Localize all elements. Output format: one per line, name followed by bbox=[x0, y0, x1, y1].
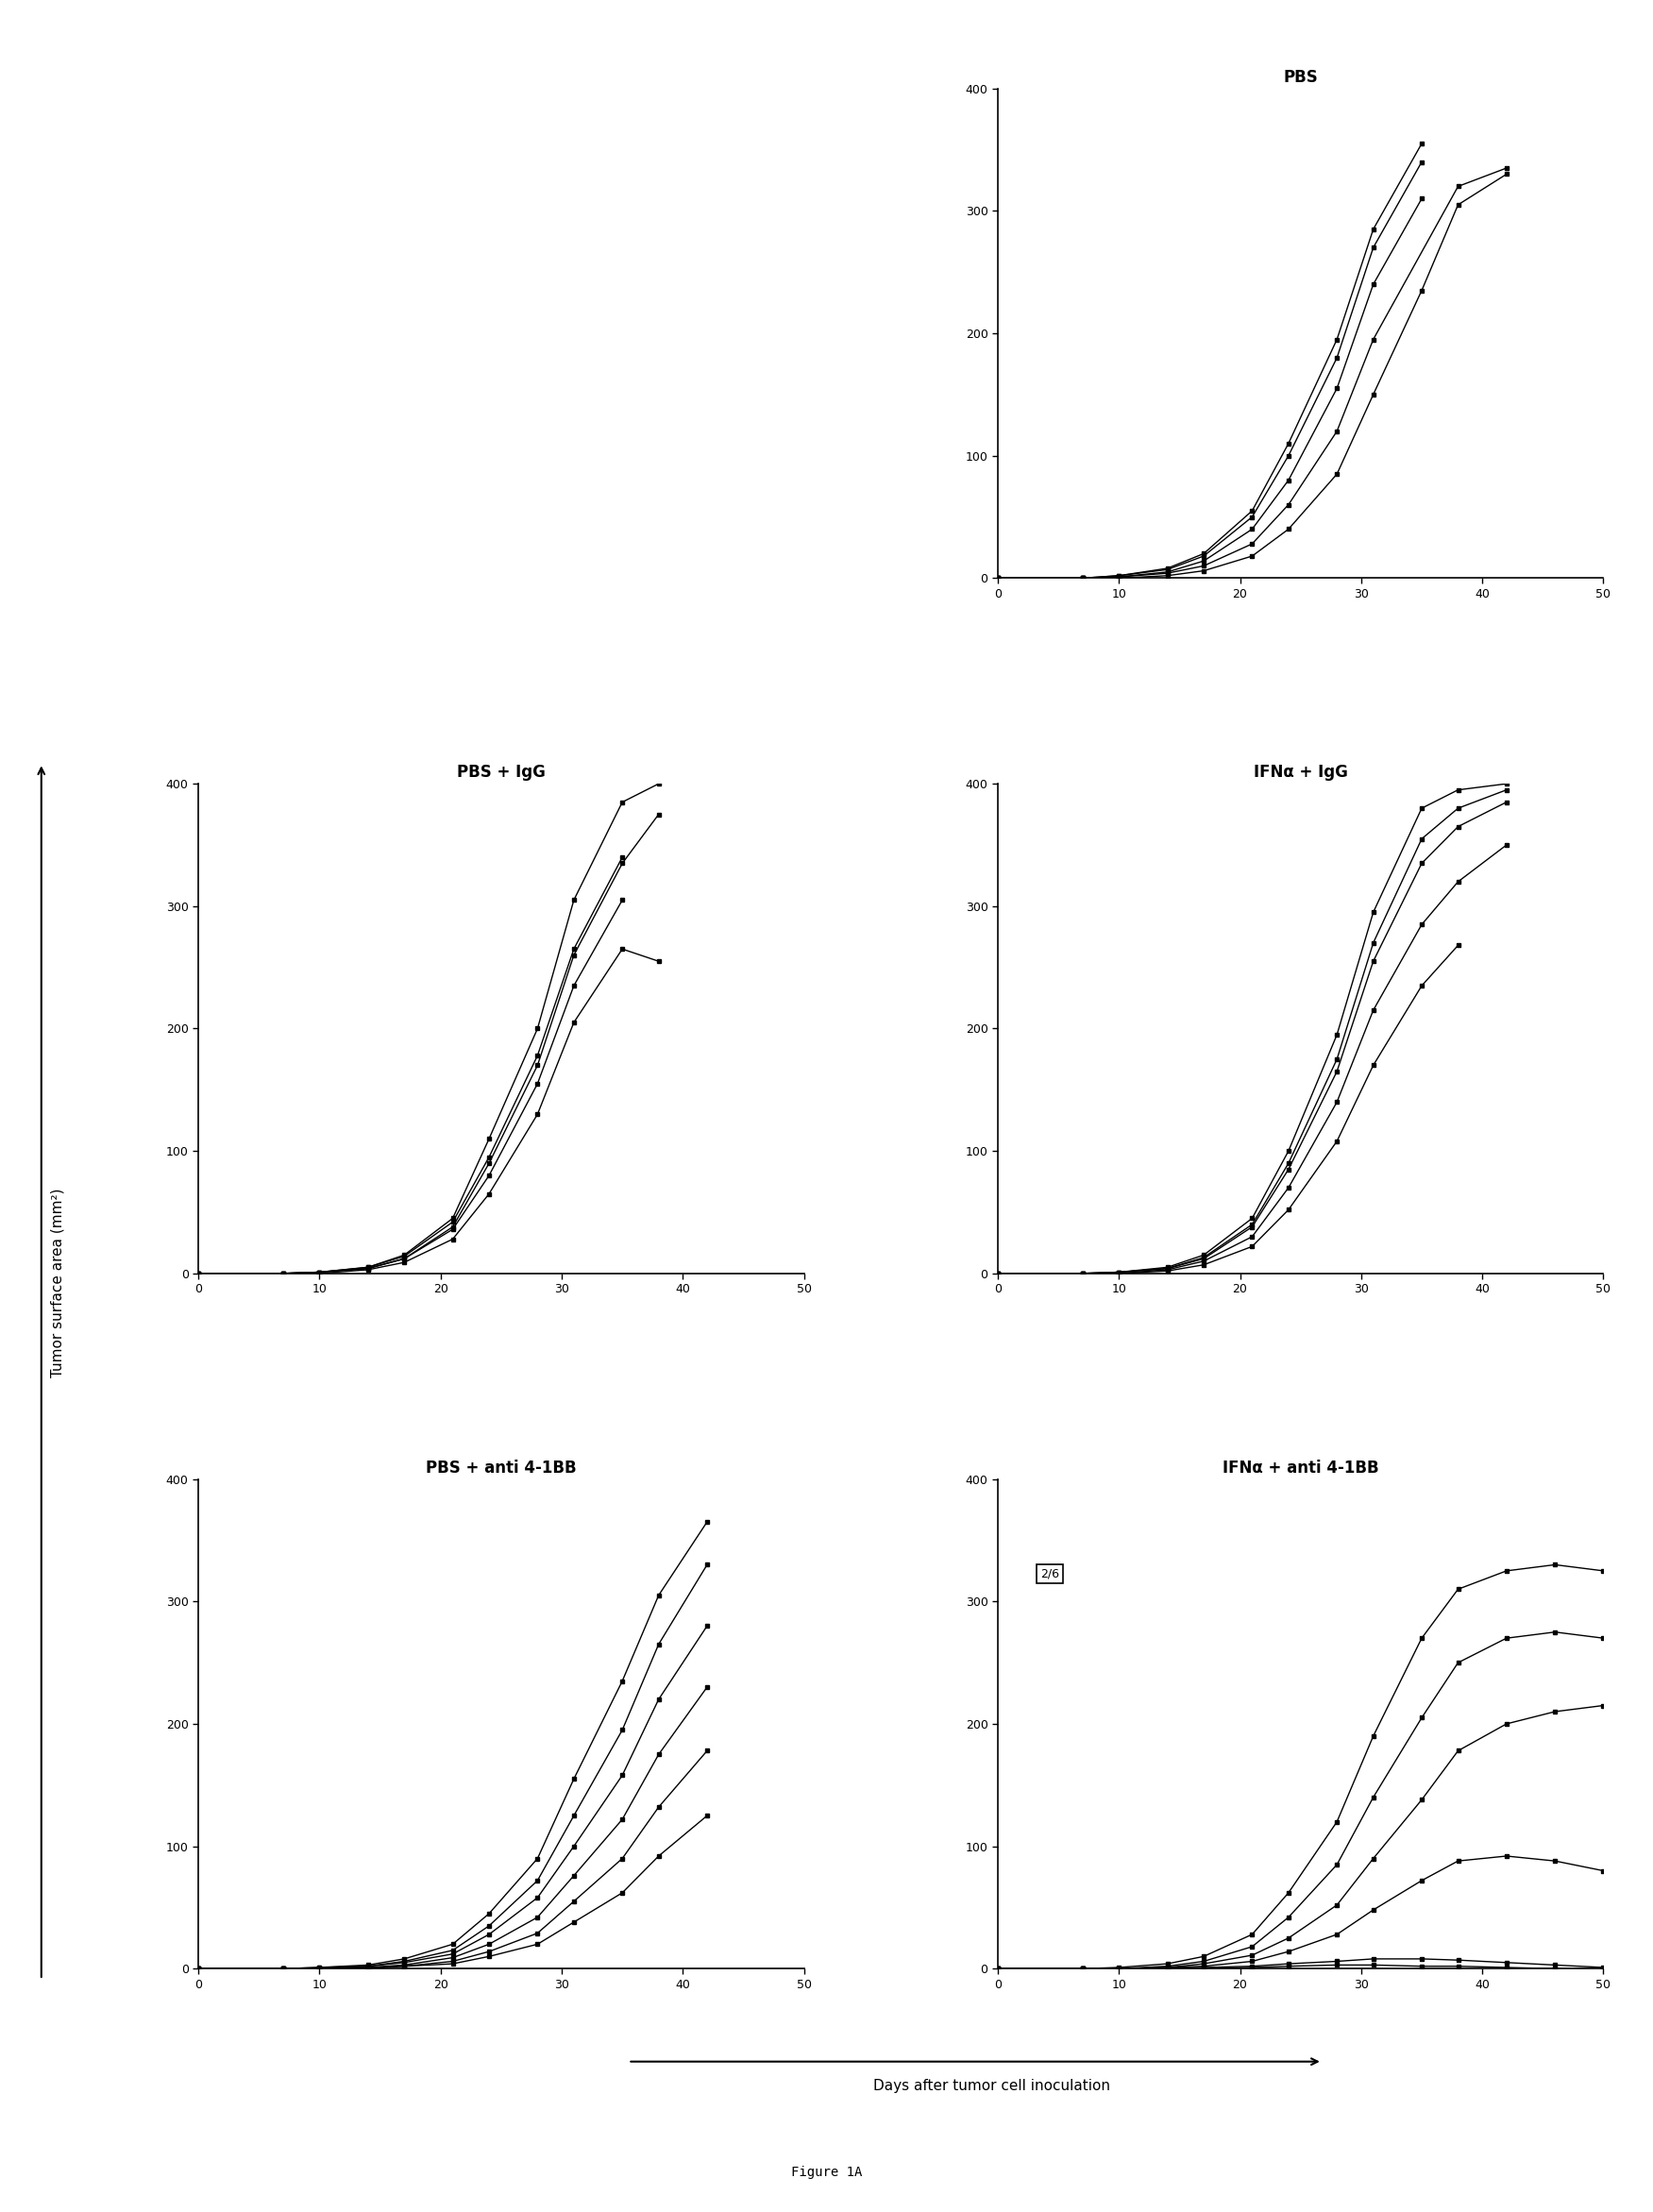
Title: PBS + anti 4-1BB: PBS + anti 4-1BB bbox=[426, 1460, 577, 1475]
Text: Days after tumor cell inoculation: Days after tumor cell inoculation bbox=[873, 2079, 1111, 2093]
Title: IFNα + IgG: IFNα + IgG bbox=[1253, 763, 1347, 781]
Text: 2/6: 2/6 bbox=[1040, 1568, 1060, 1579]
Text: Tumor surface area (mm²): Tumor surface area (mm²) bbox=[51, 1188, 64, 1378]
Title: PBS: PBS bbox=[1283, 69, 1317, 86]
Text: Figure 1A: Figure 1A bbox=[790, 2166, 863, 2179]
Title: IFNα + anti 4-1BB: IFNα + anti 4-1BB bbox=[1223, 1460, 1379, 1475]
Title: PBS + IgG: PBS + IgG bbox=[456, 763, 545, 781]
